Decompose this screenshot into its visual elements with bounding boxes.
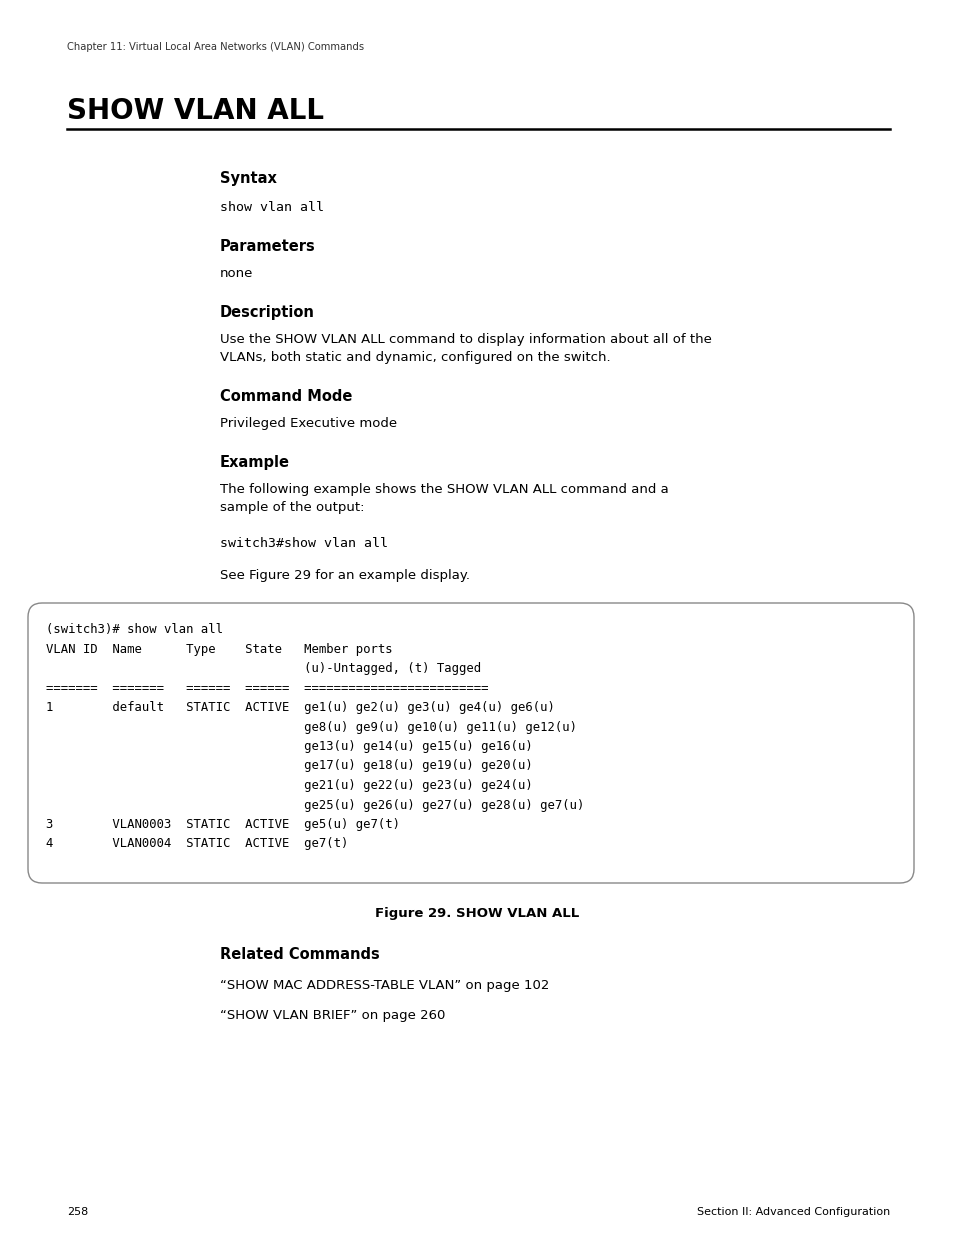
Text: Use the SHOW VLAN ALL command to display information about all of the: Use the SHOW VLAN ALL command to display…: [220, 333, 711, 346]
Text: ge8(u) ge9(u) ge10(u) ge11(u) ge12(u): ge8(u) ge9(u) ge10(u) ge11(u) ge12(u): [46, 720, 577, 734]
Text: show vlan all: show vlan all: [220, 201, 324, 214]
Text: See Figure 29 for an example display.: See Figure 29 for an example display.: [220, 569, 470, 582]
Text: Command Mode: Command Mode: [220, 389, 352, 404]
Text: =======  =======   ======  ======  =========================: ======= ======= ====== ====== ==========…: [46, 682, 488, 694]
Text: sample of the output:: sample of the output:: [220, 501, 364, 514]
Text: (u)-Untagged, (t) Tagged: (u)-Untagged, (t) Tagged: [46, 662, 480, 676]
Text: VLANs, both static and dynamic, configured on the switch.: VLANs, both static and dynamic, configur…: [220, 351, 610, 364]
Text: switch3#show vlan all: switch3#show vlan all: [220, 537, 388, 550]
Text: 4        VLAN0004  STATIC  ACTIVE  ge7(t): 4 VLAN0004 STATIC ACTIVE ge7(t): [46, 837, 348, 851]
Text: ge25(u) ge26(u) ge27(u) ge28(u) ge7(u): ge25(u) ge26(u) ge27(u) ge28(u) ge7(u): [46, 799, 584, 811]
Text: Description: Description: [220, 305, 314, 320]
Text: The following example shows the SHOW VLAN ALL command and a: The following example shows the SHOW VLA…: [220, 483, 668, 496]
Text: SHOW VLAN ALL: SHOW VLAN ALL: [67, 98, 324, 125]
Text: none: none: [220, 267, 253, 280]
Text: Parameters: Parameters: [220, 240, 315, 254]
Text: ge21(u) ge22(u) ge23(u) ge24(u): ge21(u) ge22(u) ge23(u) ge24(u): [46, 779, 532, 792]
Text: 1        default   STATIC  ACTIVE  ge1(u) ge2(u) ge3(u) ge4(u) ge6(u): 1 default STATIC ACTIVE ge1(u) ge2(u) ge…: [46, 701, 555, 714]
Text: Example: Example: [220, 454, 290, 471]
Text: Related Commands: Related Commands: [220, 947, 379, 962]
Text: 3        VLAN0003  STATIC  ACTIVE  ge5(u) ge7(t): 3 VLAN0003 STATIC ACTIVE ge5(u) ge7(t): [46, 818, 399, 831]
Text: 258: 258: [67, 1207, 89, 1216]
Text: Syntax: Syntax: [220, 170, 276, 186]
Text: VLAN ID  Name      Type    State   Member ports: VLAN ID Name Type State Member ports: [46, 642, 393, 656]
Text: ge17(u) ge18(u) ge19(u) ge20(u): ge17(u) ge18(u) ge19(u) ge20(u): [46, 760, 532, 773]
Text: “SHOW VLAN BRIEF” on page 260: “SHOW VLAN BRIEF” on page 260: [220, 1009, 445, 1023]
Text: (switch3)# show vlan all: (switch3)# show vlan all: [46, 622, 223, 636]
Text: ge13(u) ge14(u) ge15(u) ge16(u): ge13(u) ge14(u) ge15(u) ge16(u): [46, 740, 532, 753]
Text: “SHOW MAC ADDRESS-TABLE VLAN” on page 102: “SHOW MAC ADDRESS-TABLE VLAN” on page 10…: [220, 979, 549, 992]
Text: Chapter 11: Virtual Local Area Networks (VLAN) Commands: Chapter 11: Virtual Local Area Networks …: [67, 42, 364, 52]
Text: Section II: Advanced Configuration: Section II: Advanced Configuration: [696, 1207, 889, 1216]
FancyBboxPatch shape: [28, 603, 913, 883]
Text: Figure 29. SHOW VLAN ALL: Figure 29. SHOW VLAN ALL: [375, 906, 578, 920]
Text: Privileged Executive mode: Privileged Executive mode: [220, 417, 396, 430]
